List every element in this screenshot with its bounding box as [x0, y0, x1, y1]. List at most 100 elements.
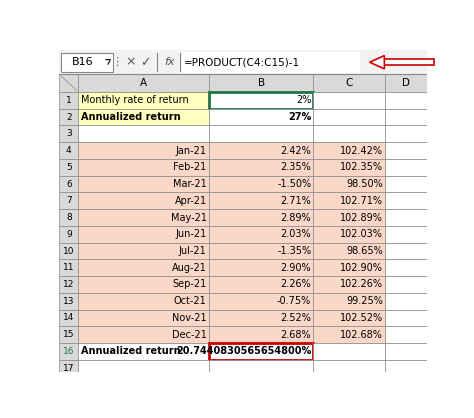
Text: 2.03%: 2.03%	[281, 229, 311, 239]
Bar	[59, 176, 78, 192]
Bar	[313, 226, 385, 242]
Bar	[209, 92, 313, 109]
Text: 27%: 27%	[288, 112, 311, 122]
Bar	[78, 142, 209, 159]
Bar	[59, 92, 78, 109]
Text: Jan-21: Jan-21	[175, 145, 207, 155]
Text: 6: 6	[66, 180, 72, 189]
Bar	[59, 109, 78, 125]
Text: 2.35%: 2.35%	[281, 162, 311, 172]
Bar	[209, 360, 313, 377]
Text: 102.26%: 102.26%	[340, 280, 383, 290]
Bar	[78, 159, 209, 176]
Bar	[59, 125, 78, 142]
Bar	[209, 109, 313, 125]
Bar	[313, 142, 385, 159]
Bar	[78, 293, 209, 310]
Bar	[78, 109, 209, 125]
Text: 20.7440830565654800%: 20.7440830565654800%	[176, 347, 311, 357]
Text: 3: 3	[66, 129, 72, 138]
Bar	[313, 209, 385, 226]
Bar	[313, 176, 385, 192]
Text: 15: 15	[63, 330, 74, 339]
Bar	[209, 343, 313, 360]
Text: Apr-21: Apr-21	[174, 196, 207, 206]
Bar	[385, 176, 427, 192]
Text: 2.68%: 2.68%	[281, 330, 311, 340]
Bar	[209, 142, 313, 159]
Bar	[59, 209, 78, 226]
Bar	[209, 293, 313, 310]
Text: =PRODUCT(C4:C15)-1: =PRODUCT(C4:C15)-1	[184, 57, 300, 67]
Bar	[313, 109, 385, 125]
Bar	[59, 192, 78, 209]
Bar	[385, 92, 427, 109]
Polygon shape	[370, 56, 384, 69]
Bar	[313, 343, 385, 360]
Bar	[59, 142, 78, 159]
Bar	[78, 360, 209, 377]
Bar	[59, 360, 78, 377]
Bar	[385, 209, 427, 226]
Bar	[313, 360, 385, 377]
Text: -1.50%: -1.50%	[277, 179, 311, 189]
Bar	[78, 192, 209, 209]
Bar	[385, 360, 427, 377]
Text: 2: 2	[66, 112, 72, 122]
Bar	[385, 226, 427, 242]
Bar	[385, 259, 427, 276]
Text: Nov-21: Nov-21	[172, 313, 207, 323]
Bar	[385, 142, 427, 159]
Text: 2.42%: 2.42%	[281, 145, 311, 155]
Bar	[59, 74, 78, 92]
Bar	[385, 159, 427, 176]
Bar	[78, 259, 209, 276]
Text: Oct-21: Oct-21	[174, 296, 207, 306]
Text: 2%: 2%	[296, 95, 311, 105]
Text: 14: 14	[63, 314, 74, 322]
Text: 2.89%: 2.89%	[281, 212, 311, 222]
Bar	[209, 242, 313, 259]
Text: fx: fx	[164, 57, 175, 67]
Text: Jun-21: Jun-21	[175, 229, 207, 239]
Text: B16: B16	[72, 57, 93, 67]
Bar	[209, 159, 313, 176]
Text: 102.71%: 102.71%	[340, 196, 383, 206]
Bar	[78, 276, 209, 293]
Text: B: B	[257, 78, 264, 88]
Bar	[78, 209, 209, 226]
Bar	[313, 125, 385, 142]
Bar	[313, 92, 385, 109]
Text: Jul-21: Jul-21	[179, 246, 207, 256]
Bar	[59, 159, 78, 176]
Text: 5: 5	[66, 163, 72, 172]
Text: 102.03%: 102.03%	[340, 229, 383, 239]
Text: 16: 16	[63, 347, 74, 356]
Text: 9: 9	[66, 230, 72, 239]
Text: ✓: ✓	[140, 56, 151, 69]
Text: 10: 10	[63, 247, 74, 255]
Bar	[313, 293, 385, 310]
Text: Annualized return: Annualized return	[81, 112, 180, 122]
Bar	[385, 125, 427, 142]
Text: Aug-21: Aug-21	[172, 263, 207, 273]
Bar	[209, 259, 313, 276]
Text: ⋮: ⋮	[110, 57, 122, 67]
Bar	[313, 242, 385, 259]
Bar	[313, 276, 385, 293]
Bar	[313, 192, 385, 209]
Bar	[78, 125, 209, 142]
Text: 102.35%: 102.35%	[340, 162, 383, 172]
Text: 102.42%: 102.42%	[340, 145, 383, 155]
Bar	[385, 343, 427, 360]
Text: 7: 7	[66, 196, 72, 205]
Bar	[78, 343, 209, 360]
Text: 102.52%: 102.52%	[340, 313, 383, 323]
Bar	[385, 192, 427, 209]
Bar	[385, 276, 427, 293]
Bar	[313, 326, 385, 343]
Text: Annualized return: Annualized return	[81, 347, 180, 357]
Text: Feb-21: Feb-21	[173, 162, 207, 172]
Text: A: A	[140, 78, 147, 88]
Text: 98.50%: 98.50%	[346, 179, 383, 189]
